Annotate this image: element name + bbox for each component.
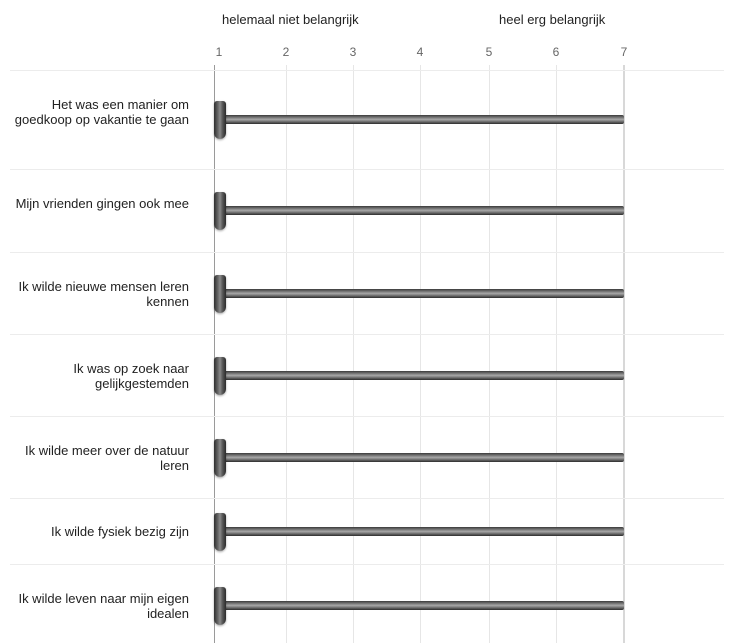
scale-point-3: 3 <box>349 45 357 59</box>
statement-label: Ik wilde fysiek bezig zijn <box>51 524 189 539</box>
scale-point-7: 7 <box>620 45 628 59</box>
slider-track[interactable] <box>219 115 624 124</box>
row-divider <box>10 169 724 170</box>
gridline-4 <box>420 65 421 643</box>
scale-anchor-right: heel erg belangrijk <box>499 12 606 27</box>
slider-track[interactable] <box>219 527 624 536</box>
statement-label: Ik wilde leven naar mijn eigen idealen <box>18 591 189 621</box>
row-divider <box>10 334 724 335</box>
slider-handle[interactable] <box>214 439 226 477</box>
slider-track[interactable] <box>219 206 624 215</box>
statement-label: Het was een manier om goedkoop op vakant… <box>14 97 189 127</box>
slider-track[interactable] <box>219 601 624 610</box>
gridline-1 <box>214 65 215 643</box>
slider-handle[interactable] <box>214 101 226 139</box>
row-divider <box>10 70 724 71</box>
scale-point-4: 4 <box>416 45 424 59</box>
scale-anchor-left: helemaal niet belangrijk <box>222 12 359 27</box>
statement-label: Ik wilde meer over de natuur leren <box>24 443 189 473</box>
row-divider <box>10 416 724 417</box>
gridline-3 <box>353 65 354 643</box>
row-divider <box>10 498 724 499</box>
gridline-7 <box>623 65 625 643</box>
slider-handle[interactable] <box>214 513 226 551</box>
slider-track[interactable] <box>219 371 624 380</box>
row-divider <box>10 564 724 565</box>
gridline-2 <box>286 65 287 643</box>
row-divider <box>10 252 724 253</box>
slider-track[interactable] <box>219 289 624 298</box>
scale-point-6: 6 <box>552 45 560 59</box>
scale-point-2: 2 <box>282 45 290 59</box>
scale-point-1: 1 <box>215 45 223 59</box>
statement-label: Ik was op zoek naar gelijkgestemden <box>73 361 189 391</box>
statement-label: Ik wilde nieuwe mensen leren kennen <box>18 279 189 309</box>
statement-label: Mijn vrienden gingen ook mee <box>15 196 189 211</box>
gridline-5 <box>489 65 490 643</box>
slider-handle[interactable] <box>214 587 226 625</box>
gridline-6 <box>556 65 557 643</box>
slider-handle[interactable] <box>214 357 226 395</box>
scale-point-5: 5 <box>485 45 493 59</box>
slider-handle[interactable] <box>214 275 226 313</box>
slider-track[interactable] <box>219 453 624 462</box>
slider-handle[interactable] <box>214 192 226 230</box>
